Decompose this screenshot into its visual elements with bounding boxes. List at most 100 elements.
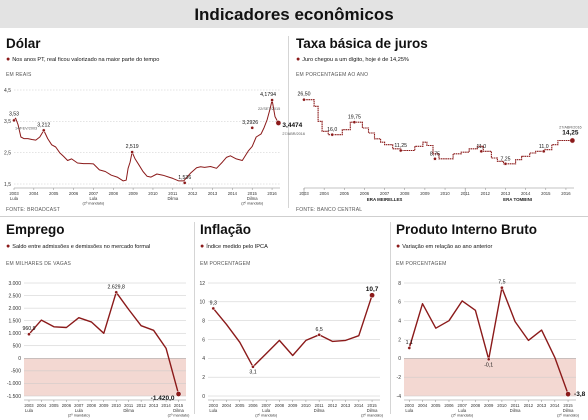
juros-data-label: 14,25 xyxy=(562,130,579,137)
juros-xtick-label: 2007 xyxy=(380,191,390,196)
inflacao-era-label: Lula xyxy=(262,408,271,413)
pib-ytick-label: -2 xyxy=(397,375,402,381)
juros-series-line xyxy=(304,99,573,165)
emprego-xtick-label: 2012 xyxy=(136,403,146,408)
juros-title: Taxa básica de juros xyxy=(296,36,428,51)
emprego-ytick-label: 1.000 xyxy=(8,331,21,337)
dolar-xtick-label: 2007 xyxy=(89,191,99,196)
juros-data-point xyxy=(352,120,357,125)
juros-data-label: 26,50 xyxy=(298,92,311,98)
juros-xtick-label: 2015 xyxy=(541,191,551,196)
dolar-source: FONTE: BROADCAST xyxy=(6,207,61,213)
juros-data-point xyxy=(330,132,335,137)
inflacao-ytick-label: 10 xyxy=(199,300,205,306)
dolar-data-point xyxy=(182,181,187,185)
dolar-series-line xyxy=(13,99,279,182)
inflacao-title: Inflação xyxy=(200,222,252,237)
dolar-xtick-label: 2015 xyxy=(248,191,258,196)
dolar-annotation: 14/FEV/2003 xyxy=(15,126,37,130)
pib-ytick-label: 0 xyxy=(398,356,401,362)
emprego-xtick-label: 2004 xyxy=(37,403,47,408)
emprego-subtitle-text: Saldo entre admissões e demissões no mer… xyxy=(12,244,151,250)
pib-era-sublabel: (2º mandato) xyxy=(557,414,580,418)
dolar-era-sublabel: (2º mandato) xyxy=(82,202,105,206)
dolar-data-label: 1,536 xyxy=(178,175,191,181)
page-title-bar xyxy=(0,0,588,28)
dolar-xtick-label: 2008 xyxy=(109,191,119,196)
juros-xtick-label: 2014 xyxy=(521,191,531,196)
pib-xtick-label: 2013 xyxy=(537,403,547,408)
inflacao-era-label: Dilma xyxy=(314,408,325,413)
emprego-data-point xyxy=(114,290,119,295)
inflacao-series-line xyxy=(212,294,373,368)
pib-ytick-label: 8 xyxy=(398,281,401,287)
juros-data-label: 7,25 xyxy=(500,156,510,162)
dolar-annotation: 27/ABR/2016 xyxy=(282,132,305,136)
juros-data-point xyxy=(302,97,306,102)
juros-unit: EM PORCENTAGEM AO ANO xyxy=(296,72,369,78)
inflacao-unit: EM PORCENTAGEM xyxy=(200,261,251,267)
dolar-era-label: Dilma xyxy=(167,196,178,201)
emprego-subtitle: ● Saldo entre admissões e demissões no me… xyxy=(6,243,150,250)
pib-xtick-label: 2010 xyxy=(497,403,507,408)
pib-era-label: Lula xyxy=(458,408,467,413)
emprego-era-sublabel: (2º mandato) xyxy=(68,414,91,418)
juros-data-point xyxy=(541,149,546,154)
emprego-era-label: Lula xyxy=(25,408,34,413)
inflacao-data-point xyxy=(211,306,216,311)
juros-data-label: 16,0 xyxy=(327,127,337,133)
dolar-ytick-label: 1,5 xyxy=(4,182,11,188)
emprego-xtick-label: 2009 xyxy=(99,403,109,408)
juros-xtick-label: 2011 xyxy=(461,191,471,196)
pib-xtick-label: 2008 xyxy=(471,403,481,408)
juros-data-label: 19,75 xyxy=(348,115,361,121)
emprego-xtick-label: 2010 xyxy=(112,403,122,408)
inflacao-subtitle-text: Índice medido pelo IPCA xyxy=(206,244,268,250)
dolar-data-point xyxy=(250,125,255,130)
emprego-ytick-label: -1.500 xyxy=(7,394,21,400)
inflacao-ytick-label: 8 xyxy=(202,318,205,324)
inflacao-data-label: 6,5 xyxy=(316,327,323,333)
dolar-xtick-label: 2013 xyxy=(208,191,218,196)
dolar-annotation: 22/SET/2015 xyxy=(258,107,280,111)
emprego-xtick-label: 2011 xyxy=(124,403,134,408)
inflacao-era-label: Lula xyxy=(209,408,218,413)
divider-top xyxy=(288,36,289,208)
juros-data-label: 11,0 xyxy=(476,144,486,150)
dolar-data-label: 3,2926 xyxy=(242,120,258,126)
juros-xtick-label: 2009 xyxy=(420,191,430,196)
pib-xtick-label: 2004 xyxy=(418,403,428,408)
emprego-ytick-label: 1.500 xyxy=(8,318,21,324)
pib-xtick-label: 2014 xyxy=(550,403,560,408)
pib-ytick-label: 6 xyxy=(398,300,401,306)
pib-xtick-label: 2007 xyxy=(458,403,468,408)
dolar-data-label: 3,212 xyxy=(37,122,50,128)
juros-date-note: 27/ABR/2016 xyxy=(559,126,582,130)
juros-data-point xyxy=(398,148,403,153)
pib-data-point xyxy=(486,357,491,362)
inflacao-xtick-label: 2009 xyxy=(288,403,298,408)
dolar-data-label: 4,1794 xyxy=(260,92,276,98)
pib-subtitle-text: Variação em relação ao ano anterior xyxy=(402,244,493,250)
emprego-xtick-label: 2003 xyxy=(24,403,34,408)
bullet-icon: ● xyxy=(396,243,401,250)
divider-bottom-left xyxy=(194,222,195,414)
emprego-xtick-label: 2005 xyxy=(49,403,59,408)
dolar-xtick-label: 2016 xyxy=(267,191,277,196)
dolar-xtick-label: 2010 xyxy=(148,191,158,196)
pib-data-point xyxy=(500,285,504,290)
page-title: Indicadores econômicos xyxy=(194,5,394,24)
pib-ytick-label: -4 xyxy=(397,394,402,400)
inflacao-data-point xyxy=(251,364,255,369)
dolar-subtitle-text: Nos anos PT, real ficou valorizado na ma… xyxy=(12,57,160,63)
inflacao-data-label: 3,1 xyxy=(249,369,256,375)
emprego-negative-area xyxy=(24,358,186,396)
inflacao-era-label: Dilma xyxy=(367,408,378,413)
pib-era-label: Lula xyxy=(405,408,414,413)
juros-era-label: ERA TOMBINI xyxy=(503,197,532,202)
dolar-xtick-label: 2009 xyxy=(128,191,138,196)
inflacao-data-point xyxy=(317,332,321,337)
dolar-data-point xyxy=(12,118,16,123)
pib-xtick-label: 2011 xyxy=(511,403,521,408)
divider-bottom-right xyxy=(390,222,391,414)
